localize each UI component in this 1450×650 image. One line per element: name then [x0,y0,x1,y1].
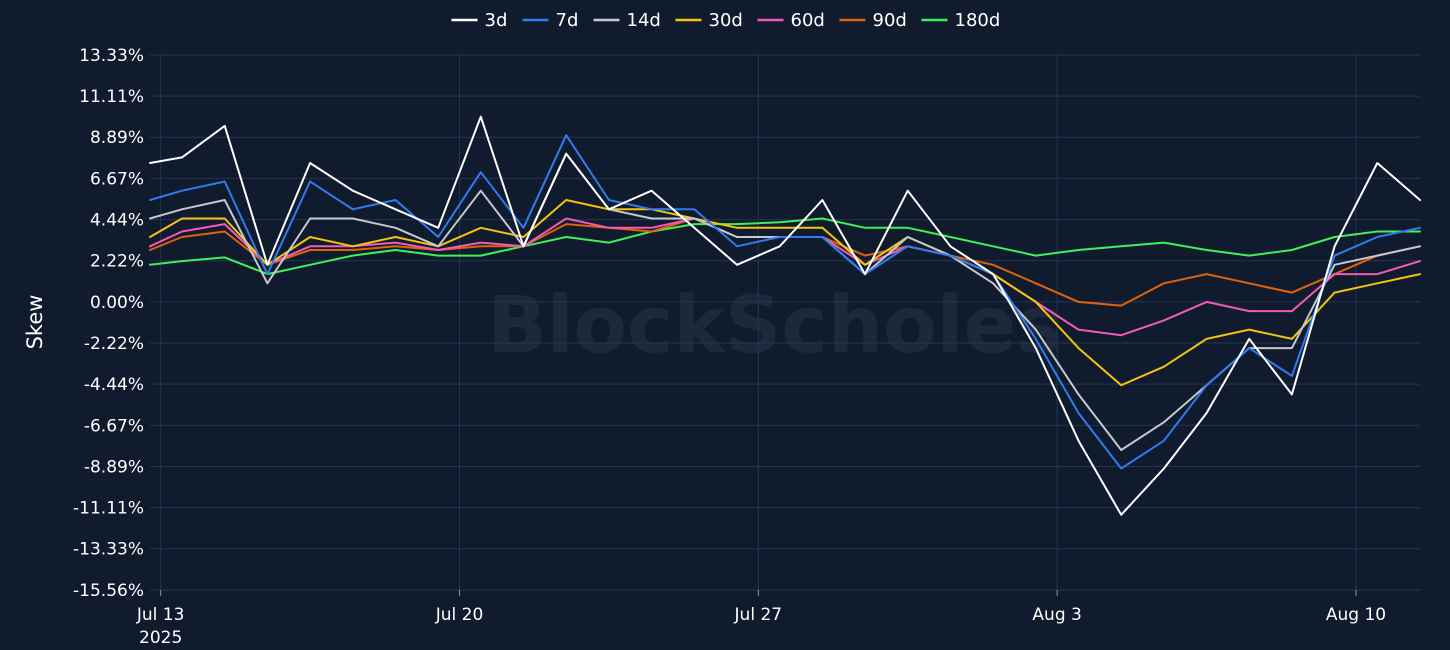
x-year-label: 2025 [139,628,182,648]
legend-label: 90d [873,10,907,31]
legend-item-60d[interactable]: 60d [757,10,825,31]
series-line-7d [149,134,1421,470]
legend[interactable]: 3d 7d 14d 30d 60d 90d 180d [451,10,1001,31]
y-axis-label: Skew [23,295,47,350]
y-tick-label: -4.44% [84,375,144,395]
legend-item-180d[interactable]: 180d [921,10,1001,31]
grid [150,54,1420,591]
y-tick-label: 8.89% [90,128,144,148]
y-tick-label: -2.22% [84,334,144,354]
y-tick-label: -15.56% [73,581,144,601]
watermark: BlockScholes [487,281,1062,371]
y-axis: 13.33% 11.11% 8.89% 6.67% 4.44% 2.22% 0.00% -2.… [73,46,144,601]
series-line-3d [149,115,1421,516]
x-tick-label: Aug 3 [1032,605,1081,625]
y-tick-label: 13.33% [79,46,144,66]
legend-label: 180d [955,10,1001,31]
x-tick-label: Aug 10 [1326,605,1386,625]
x-tick-label: Jul 20 [435,605,484,625]
legend-item-14d[interactable]: 14d [593,10,661,31]
legend-label: 60d [791,10,825,31]
series-line-30d [149,199,1421,387]
y-tick-label: 11.11% [79,87,144,107]
legend-item-90d[interactable]: 90d [839,10,907,31]
y-tick-label: 2.22% [90,252,144,272]
y-tick-label: -11.11% [73,499,144,519]
series-lines [149,115,1421,516]
legend-item-7d[interactable]: 7d [522,10,579,31]
y-tick-label: 4.44% [90,211,144,231]
x-axis: Jul 13 Jul 20 Jul 27 Aug 3 Aug 10 2025 [136,590,1386,648]
legend-label: 14d [627,10,661,31]
y-tick-label: -13.33% [73,540,144,560]
legend-label: 3d [485,10,508,31]
x-tick-label: Jul 13 [136,605,185,625]
series-line-180d [149,217,1421,276]
y-tick-label: -6.67% [84,416,144,436]
x-tick-label: Jul 27 [734,605,783,625]
legend-label: 7d [556,10,579,31]
legend-item-30d[interactable]: 30d [675,10,743,31]
y-tick-label: 0.00% [90,293,144,313]
legend-item-3d[interactable]: 3d [451,10,508,31]
y-tick-label: 6.67% [90,169,144,189]
legend-label: 30d [709,10,743,31]
y-tick-label: -8.89% [84,457,144,477]
